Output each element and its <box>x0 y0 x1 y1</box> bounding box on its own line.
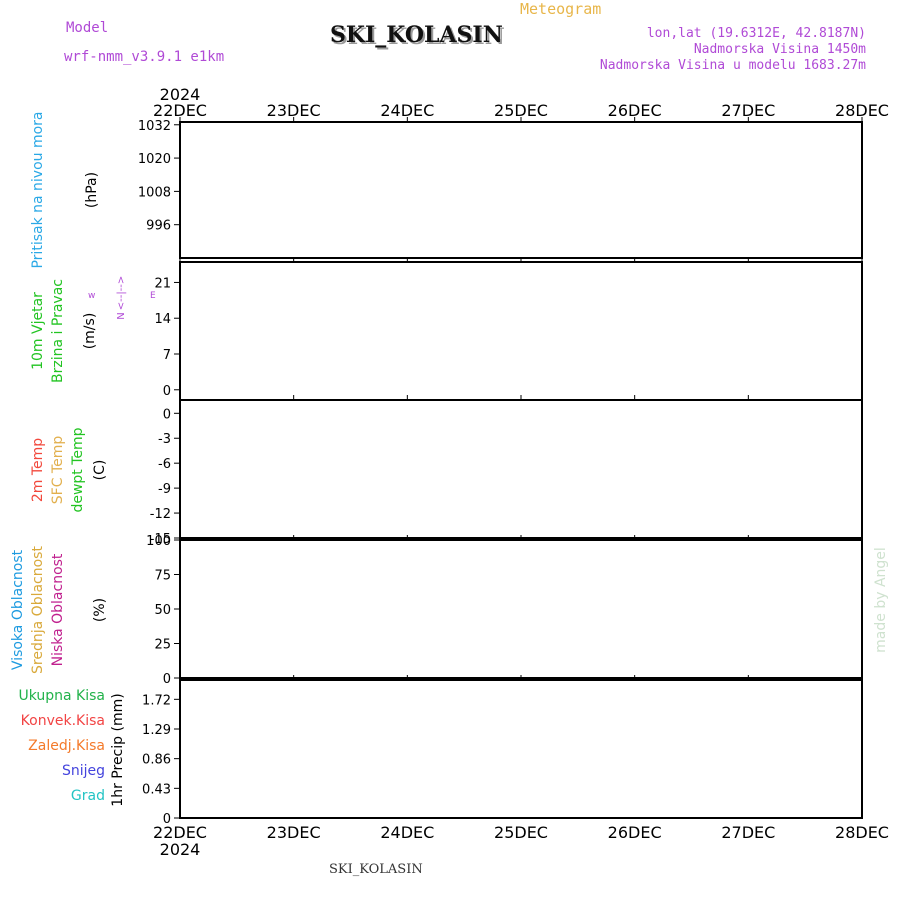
y-tick-label: 0.86 <box>142 753 171 768</box>
altitude-text: Nadmorska Visina 1450m <box>693 42 866 57</box>
model-altitude-text: Nadmorska Visina u modelu 1683.27m <box>599 58 866 73</box>
legend-frz-rain: Zaledj.Kisa <box>28 738 105 754</box>
x-tick-label-top: 26DEC <box>608 101 662 120</box>
temp-2m-label: 2m Temp <box>30 438 46 502</box>
y-tick-label: 0.43 <box>142 782 171 797</box>
panel-frame-precipitation <box>179 679 863 819</box>
pressure-ylabel: (hPa) <box>84 172 100 208</box>
x-tick-label-top: 28DEC <box>835 101 889 120</box>
coords-text: lon,lat (19.6312E, 42.8187N) <box>646 26 866 41</box>
y-tick-label: -6 <box>158 457 171 472</box>
panel-frame-temperature <box>179 399 863 539</box>
wind-title-line1: 10m Vjetar <box>30 292 46 370</box>
x-tick-label-bottom: 25DEC <box>494 823 548 842</box>
y-tick-label: 1008 <box>138 185 171 200</box>
y-tick-label: 21 <box>154 276 171 291</box>
sfc-temp-label: SFC Temp <box>50 436 66 505</box>
y-tick-label: 0 <box>163 672 171 687</box>
y-tick-label: 7 <box>163 348 171 363</box>
x-tick-label-top: 23DEC <box>267 101 321 120</box>
wind-dir-arrows: <--|--> <box>116 276 127 311</box>
y-tick-label: 50 <box>154 603 171 618</box>
x-tick-label-top: 27DEC <box>721 101 775 120</box>
temp-ylabel: (C) <box>92 460 108 481</box>
cloud-ylabel: (%) <box>92 598 108 622</box>
y-tick-label: -9 <box>158 482 171 497</box>
y-tick-label: 1032 <box>138 119 171 134</box>
x-tick-label-bottom: 22DEC <box>153 823 207 842</box>
panel-frame-pressure <box>179 121 863 259</box>
credit-text: made by Angel <box>873 547 889 653</box>
y-tick-label: 14 <box>154 312 171 327</box>
x-tick-label-top: 25DEC <box>494 101 548 120</box>
x-tick-label-bottom: 23DEC <box>267 823 321 842</box>
wind-dir-north: N <box>116 312 127 319</box>
x-tick-label-bottom: 28DEC <box>835 823 889 842</box>
y-tick-label: -3 <box>158 432 171 447</box>
cloud-low-label: Niska Oblacnost <box>50 553 66 666</box>
x-tick-label-top: 24DEC <box>380 101 434 120</box>
y-tick-label: 1020 <box>138 152 171 167</box>
wind-ylabel: (m/s) <box>82 313 98 350</box>
y-tick-label: 0 <box>163 407 171 422</box>
x-tick-label-top: 22DEC <box>153 101 207 120</box>
y-tick-label: 75 <box>154 569 171 584</box>
panel-frame-cloud_cover <box>179 539 863 679</box>
model-name: wrf-nmm_v3.9.1 e1km <box>64 49 225 65</box>
x-tick-label-bottom: 24DEC <box>380 823 434 842</box>
y-tick-label: -12 <box>150 507 171 522</box>
y-tick-label: 0 <box>163 812 171 827</box>
wind-dir-west: w <box>88 291 95 301</box>
dewpt-temp-label: dewpt Temp <box>70 427 86 512</box>
y-tick-label: 996 <box>146 219 171 234</box>
y-tick-label: 25 <box>154 638 171 653</box>
chart-subtitle: Meteogram <box>520 0 602 18</box>
pressure-title: Pritisak na nivou mora <box>30 111 46 268</box>
y-tick-label: 100 <box>146 534 171 549</box>
y-tick-label: 1.72 <box>142 693 171 708</box>
legend-snow: Snijeg <box>62 763 105 779</box>
y-tick-label: -15 <box>150 532 171 547</box>
page-title: SKI_KOLASIN <box>330 22 503 48</box>
precip-ylabel: 1hr Precip (mm) <box>110 693 126 806</box>
year-label-bottom: 2024 <box>160 840 201 859</box>
legend-total-rain: Ukupna Kisa <box>18 688 105 704</box>
legend-hail: Grad <box>71 788 105 804</box>
footer-station: SKI_KOLASIN <box>329 862 423 877</box>
wind-title-line2: Brzina i Pravac <box>50 279 66 383</box>
cloud-mid-label: Srednja Oblacnost <box>30 546 46 674</box>
legend-conv-rain: Konvek.Kisa <box>21 713 105 729</box>
model-label: Model <box>66 20 109 36</box>
x-tick-label-bottom: 27DEC <box>721 823 775 842</box>
y-tick-label: 0 <box>163 384 171 399</box>
x-tick-label-bottom: 26DEC <box>608 823 662 842</box>
cloud-high-label: Visoka Oblacnost <box>10 549 26 670</box>
panel-frame-wind <box>179 261 863 401</box>
year-label-top: 2024 <box>160 85 201 104</box>
wind-dir-east: E <box>150 291 156 301</box>
y-tick-label: 1.29 <box>142 723 171 738</box>
